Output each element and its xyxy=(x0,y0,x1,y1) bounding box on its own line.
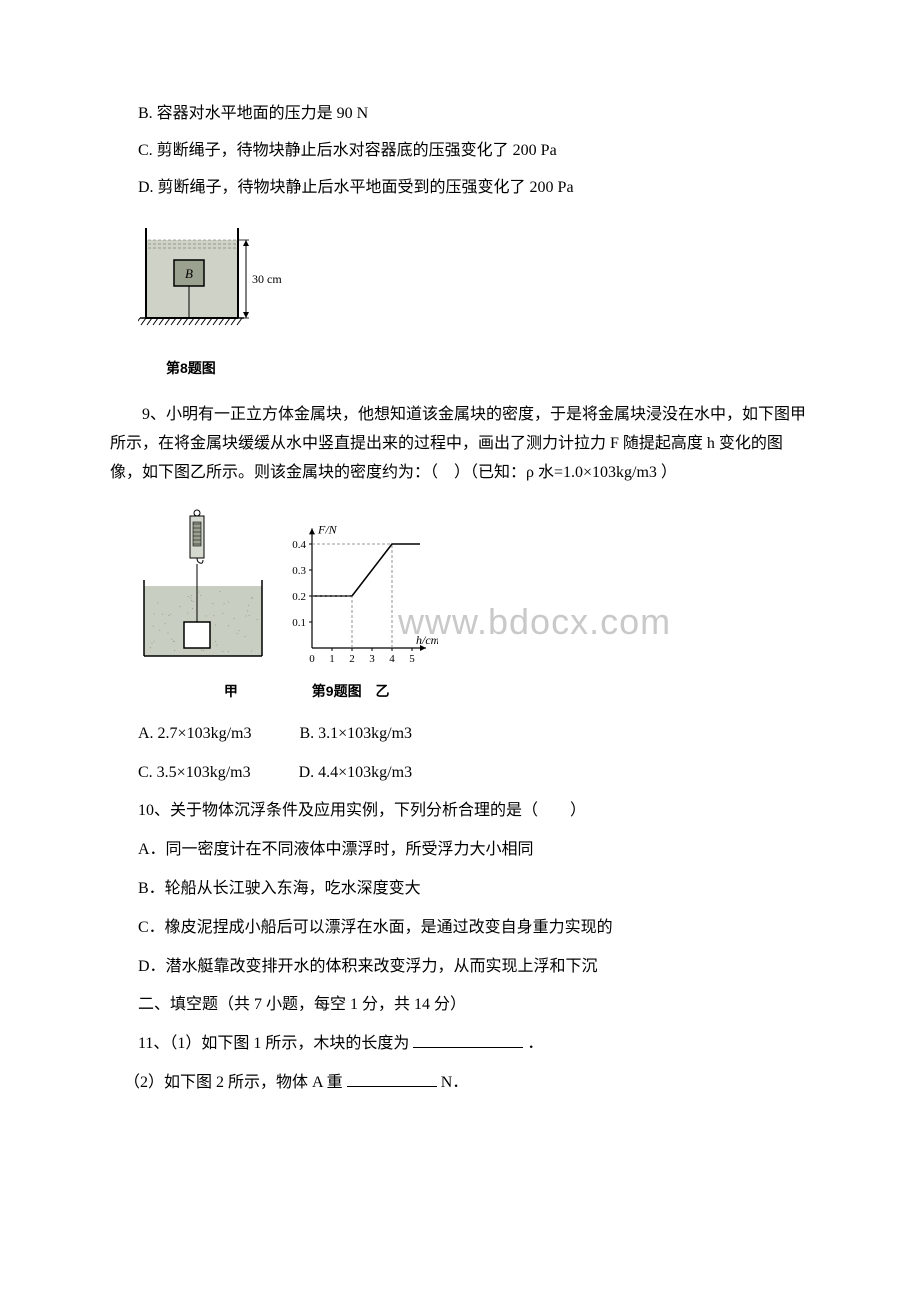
svg-text:0.2: 0.2 xyxy=(292,591,306,603)
q11-1-pre: 11、（1）如下图 1 所示，木块的长度为 xyxy=(138,1035,409,1052)
q8-figure: B 30 cm xyxy=(138,222,810,348)
svg-text:0.1: 0.1 xyxy=(292,617,306,629)
q10-option-a: A．同一密度计在不同液体中漂浮时，所受浮力大小相同 xyxy=(138,836,810,865)
q10-option-d: D．潜水艇靠改变排开水的体积来改变浮力，从而实现上浮和下沉 xyxy=(138,953,810,982)
svg-text:0.4: 0.4 xyxy=(292,539,306,551)
q11-1-suf: ． xyxy=(527,1035,543,1052)
q9-figure-svg: F/N h/cm 0.1 0.2 0.3 0.4 0 1 2 3 4 5 xyxy=(138,508,438,668)
q8-figure-caption: 第8题图 xyxy=(166,356,810,381)
q10-stem: 10、关于物体沉浮条件及应用实例，下列分析合理的是（ ） xyxy=(138,797,810,826)
svg-text:0: 0 xyxy=(309,653,315,665)
q9-fig-caption-text: 第9题图 xyxy=(312,683,362,699)
q9-figure: F/N h/cm 0.1 0.2 0.3 0.4 0 1 2 3 4 5 www.bdocx.com xyxy=(138,508,810,679)
q9-option-a: A. 2.7×103kg/m3 xyxy=(138,720,251,749)
svg-text:5: 5 xyxy=(409,653,415,665)
svg-text:4: 4 xyxy=(389,653,395,665)
q10-option-c: C．橡皮泥捏成小船后可以漂浮在水面，是通过改变自身重力实现的 xyxy=(138,914,810,943)
q11-part2: （2）如下图 2 所示，物体 A 重 N． xyxy=(124,1069,810,1098)
q8-option-d: D. 剪断绳子，待物块静止后水平地面受到的压强变化了 200 Pa xyxy=(138,174,810,203)
q11-2-blank xyxy=(347,1071,437,1087)
q9-yi-label: 乙 xyxy=(375,683,389,699)
svg-text:0.3: 0.3 xyxy=(292,565,306,577)
q9-option-b: B. 3.1×103kg/m3 xyxy=(299,720,412,749)
q10-option-b: B．轮船从长江驶入东海，吃水深度变大 xyxy=(138,875,810,904)
q8-figure-svg: B 30 cm xyxy=(138,222,298,337)
q9-jia-label: 甲 xyxy=(224,683,238,699)
q11-2-pre: （2）如下图 2 所示，物体 A 重 xyxy=(124,1074,343,1091)
svg-text:1: 1 xyxy=(329,653,335,665)
svg-text:30 cm: 30 cm xyxy=(252,272,282,286)
q8-option-b: B. 容器对水平地面的压力是 90 N xyxy=(138,100,810,129)
q9-option-row-2: C. 3.5×103kg/m3 D. 4.4×103kg/m3 xyxy=(138,759,810,788)
q11-part1: 11、（1）如下图 1 所示，木块的长度为 ． xyxy=(138,1030,810,1059)
q9-option-row-1: A. 2.7×103kg/m3 B. 3.1×103kg/m3 xyxy=(138,720,810,749)
svg-text:2: 2 xyxy=(349,653,355,665)
q9-stem: 9、小明有一正立方体金属块，他想知道该金属块的密度，于是将金属块浸没在水中，如下… xyxy=(110,401,810,487)
svg-text:B: B xyxy=(185,266,193,281)
q9-option-d: D. 4.4×103kg/m3 xyxy=(299,759,412,788)
svg-text:F/N: F/N xyxy=(317,522,338,536)
q11-2-suf: N． xyxy=(441,1074,469,1091)
q11-1-blank xyxy=(413,1032,523,1048)
section2-header: 二、填空题（共 7 小题，每空 1 分，共 14 分） xyxy=(138,991,810,1020)
q9-figure-caption: 甲 第9题图 乙 xyxy=(220,679,810,704)
watermark-text: www.bdocx.com xyxy=(398,590,671,655)
q9-option-c: C. 3.5×103kg/m3 xyxy=(138,759,251,788)
svg-text:h/cm: h/cm xyxy=(416,633,438,647)
q8-option-c: C. 剪断绳子，待物块静止后水对容器底的压强变化了 200 Pa xyxy=(138,137,810,166)
svg-text:3: 3 xyxy=(369,653,375,665)
